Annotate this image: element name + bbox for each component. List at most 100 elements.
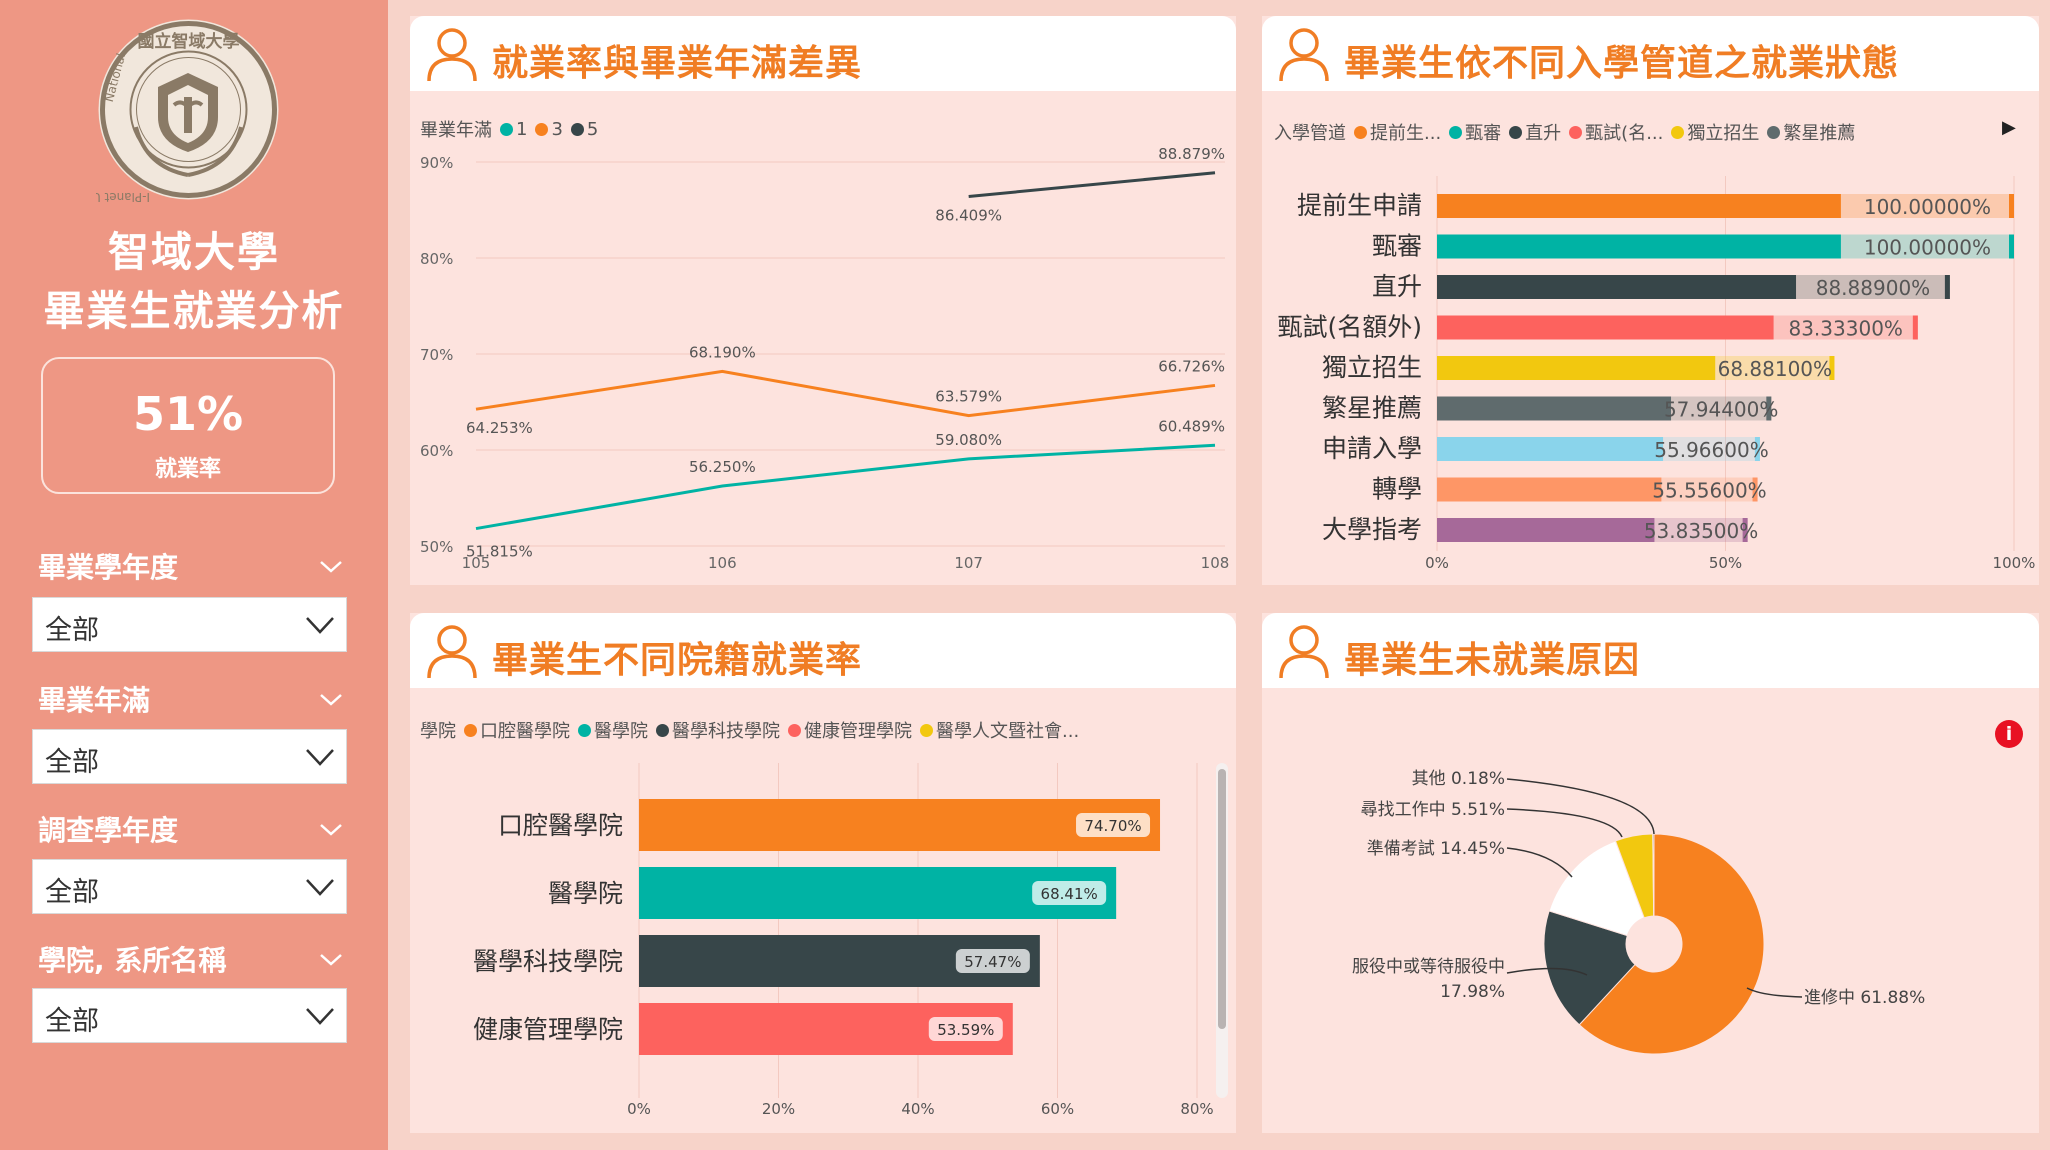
- series-line-5: [968, 171, 1216, 198]
- legend-item[interactable]: 5: [570, 118, 599, 140]
- x-tick-label: 0%: [627, 1100, 651, 1118]
- legend-item[interactable]: 繁星推薦: [1767, 119, 1855, 145]
- data-label: 57.94400%: [1664, 398, 1778, 422]
- logo-text-right: I-Planet University: [96, 190, 150, 202]
- panel-header: 畢業生未就業原因: [1262, 613, 2039, 688]
- legend-label: 健康管理學院: [804, 721, 912, 742]
- bar-end-marker: [1944, 275, 1950, 299]
- bar-end-marker: [2009, 234, 2014, 259]
- legend-next-arrow-icon[interactable]: ▶: [2002, 117, 2016, 138]
- filter-dropdown-college-department[interactable]: 全部: [32, 988, 347, 1043]
- donut-slice: [1578, 833, 1765, 1055]
- legend-label: 醫學人文暨社會...: [936, 721, 1080, 742]
- leader-line: [1506, 847, 1573, 878]
- chevron-down-icon[interactable]: [318, 949, 344, 969]
- data-label: 68.88100%: [1718, 357, 1832, 381]
- series-line-3: [475, 369, 1216, 418]
- data-label: 55.96600%: [1654, 438, 1768, 462]
- person-icon: [1279, 28, 1329, 82]
- category-label: 口腔醫學院: [498, 811, 623, 840]
- data-label: 服役中或等待服役中: [1352, 957, 1505, 977]
- filter-label-survey-year: 調查學年度: [38, 814, 179, 847]
- x-tick-label: 50%: [1709, 554, 1742, 572]
- legend-item[interactable]: 醫學科技學院: [656, 717, 780, 743]
- panel-header: 畢業生依不同入學管道之就業狀態: [1262, 16, 2039, 91]
- data-label: 88.88900%: [1816, 276, 1930, 300]
- employment-rate-card: 51% 就業率: [41, 357, 335, 494]
- legend-dot: [500, 122, 513, 136]
- filter-value: 全部: [45, 877, 99, 908]
- legend-item[interactable]: 3: [535, 118, 563, 140]
- filter-value: 全部: [45, 615, 99, 646]
- y-tick-label: 80%: [420, 250, 453, 268]
- bar-end-marker: [1752, 477, 1758, 502]
- legend-item[interactable]: 提前生...: [1354, 119, 1441, 145]
- filter-value: 全部: [45, 747, 99, 778]
- category-label: 甄試(名額外): [1277, 313, 1422, 342]
- legend-item[interactable]: 口腔醫學院: [464, 717, 570, 743]
- legend-label: 醫學院: [594, 721, 648, 742]
- legend-label: 醫學科技學院: [672, 721, 780, 742]
- filter-dropdown-survey-year[interactable]: 全部: [32, 859, 347, 914]
- legend-dot: [578, 723, 591, 737]
- data-label: 60.489%: [1158, 417, 1225, 435]
- admission-bar-chart[interactable]: 0% 50% 100% 提前生申請 100.00000% 甄審 100.00000% 直升 88…: [1262, 16, 2039, 585]
- filter-label-graduation-year: 畢業學年度: [38, 551, 179, 584]
- category-label: 健康管理學院: [473, 1015, 623, 1044]
- filter-value: 全部: [45, 1006, 99, 1037]
- bar: [1437, 396, 1672, 421]
- legend-dot: [1509, 125, 1523, 139]
- bar: [1437, 477, 1662, 502]
- filter-dropdown-years-after-graduation[interactable]: 全部: [32, 729, 347, 784]
- donut-slice: [1548, 840, 1645, 937]
- line-chart[interactable]: 50% 60% 70% 80% 90% 105 106 107 108 51.815% 56.250…: [410, 16, 1236, 585]
- legend-item[interactable]: 醫學人文暨社會...: [920, 717, 1079, 743]
- person-icon: [427, 625, 477, 679]
- data-label: 68.41%: [1041, 885, 1098, 903]
- legend-dot: [1671, 125, 1685, 139]
- person-icon: [427, 28, 477, 82]
- x-tick-label: 107: [954, 554, 983, 572]
- panel-title: 就業率與畢業年滿差異: [492, 43, 863, 84]
- legend-label: 5: [586, 118, 599, 140]
- college-bar-chart[interactable]: 0% 20% 40% 60% 80% 口腔醫學院 74.70% 醫學院 68.41% 醫學科技學院…: [410, 613, 1236, 1133]
- y-tick-label: 50%: [420, 538, 453, 556]
- legend-label: 3: [551, 118, 563, 140]
- legend-item[interactable]: 醫學院: [578, 717, 648, 743]
- category-label: 繁星推薦: [1322, 394, 1422, 423]
- legend-dot: [1767, 125, 1781, 139]
- chevron-down-icon[interactable]: [318, 689, 344, 709]
- bar-end-marker: [1754, 437, 1760, 461]
- panel-employment-vs-years: 就業率與畢業年滿差異 畢業年滿 1 3 5 50% 60% 70% 80% 90% 105…: [410, 16, 1236, 585]
- donut-chart[interactable]: 進修中 61.88% 服役中或等待服役中 17.98% 準備考試 14.45% 尋找工作…: [1262, 613, 2039, 1133]
- chevron-down-icon[interactable]: [318, 819, 344, 839]
- chevron-down-icon: [306, 749, 334, 766]
- legend-item[interactable]: 獨立招生: [1671, 119, 1759, 145]
- filter-label-years-after-graduation: 畢業年滿: [38, 684, 151, 717]
- panel-title: 畢業生未就業原因: [1344, 640, 1641, 681]
- info-icon[interactable]: i: [1995, 720, 2023, 748]
- legend-item[interactable]: 甄審: [1449, 119, 1501, 145]
- scrollbar-thumb[interactable]: [1218, 769, 1226, 1029]
- data-label: 68.190%: [689, 343, 756, 361]
- category-label: 直升: [1372, 272, 1422, 301]
- chevron-down-icon[interactable]: [318, 556, 344, 576]
- panel-header: 就業率與畢業年滿差異: [410, 16, 1236, 91]
- x-tick-label: 40%: [901, 1100, 934, 1118]
- person-icon: [1279, 625, 1329, 679]
- bar-end-marker: [1912, 315, 1918, 340]
- legend-item[interactable]: 直升: [1509, 119, 1561, 145]
- series-line-1: [475, 443, 1216, 531]
- data-label: 57.47%: [964, 953, 1021, 971]
- filter-dropdown-graduation-year[interactable]: 全部: [32, 597, 347, 652]
- data-label: 進修中 61.88%: [1804, 988, 1925, 1008]
- legend-item[interactable]: 甄試(名...: [1569, 119, 1663, 145]
- bar: [1437, 518, 1655, 542]
- legend-item[interactable]: 健康管理學院: [788, 717, 912, 743]
- leader-line: [1746, 987, 1803, 998]
- legend-item[interactable]: 1: [500, 119, 527, 140]
- chevron-down-icon: [306, 617, 334, 634]
- scrollbar-track[interactable]: [1216, 763, 1228, 1098]
- x-tick-label: 108: [1201, 554, 1230, 572]
- category-label: 申請入學: [1322, 434, 1422, 463]
